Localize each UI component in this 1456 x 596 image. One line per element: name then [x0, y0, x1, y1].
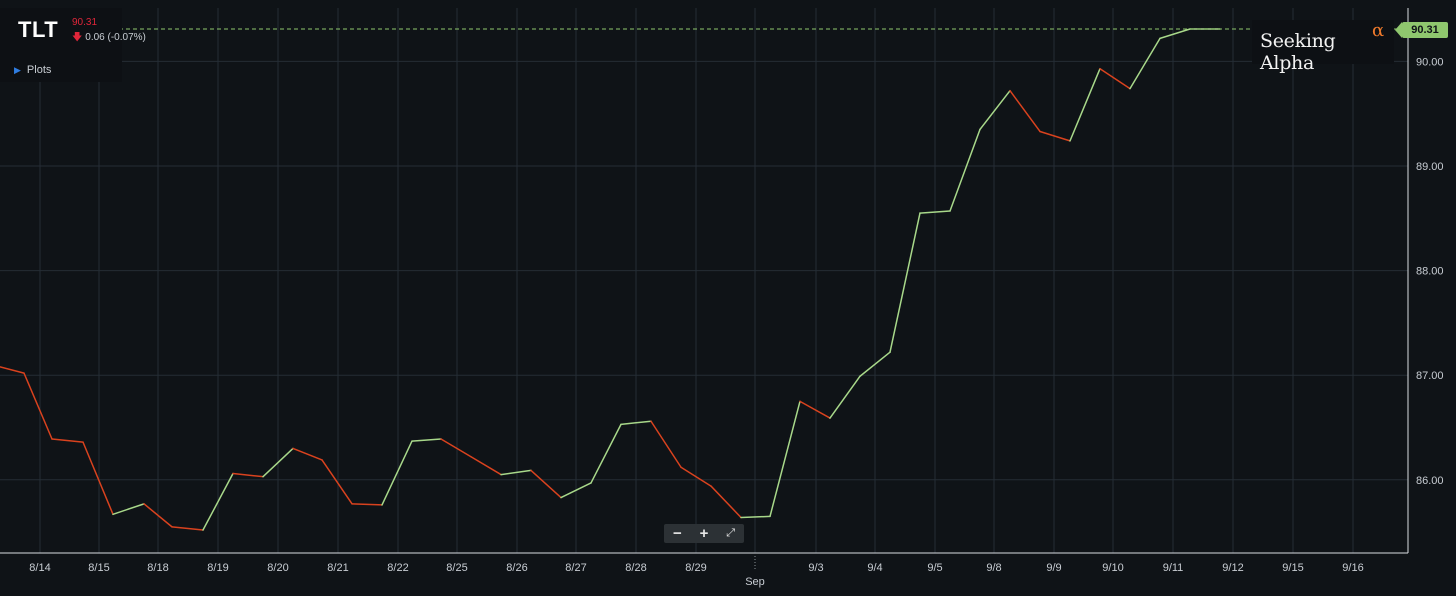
- x-tick-label: Sep: [745, 576, 765, 588]
- brand-name: Seeking Alpha: [1260, 30, 1336, 74]
- y-tick-label: 87.00: [1416, 370, 1444, 382]
- last-price-tag: 90.31: [1395, 22, 1448, 38]
- x-tick-label: 8/28: [625, 562, 646, 574]
- y-tick-label: 88.00: [1416, 266, 1444, 278]
- x-tick-label: 8/18: [147, 562, 168, 574]
- x-tick-label: 9/10: [1102, 562, 1123, 574]
- price-segment: [949, 128, 981, 212]
- x-tick-label: 9/8: [986, 562, 1001, 574]
- price-segment: [829, 375, 861, 419]
- price-segment: [680, 466, 712, 487]
- plots-label: Plots: [26, 64, 52, 76]
- price-segment: [171, 526, 204, 531]
- price-segment: [351, 503, 383, 506]
- x-tick-label: 9/15: [1282, 562, 1303, 574]
- x-tick-label: 9/3: [808, 562, 823, 574]
- y-tick-label: 89.00: [1416, 161, 1444, 173]
- price-segment: [381, 440, 413, 506]
- y-tick-label: 86.00: [1416, 475, 1444, 487]
- price-segment: [262, 447, 294, 478]
- price-segment: [1129, 37, 1161, 90]
- price-segment: [82, 441, 114, 516]
- price-segment: [440, 438, 472, 458]
- ticker-symbol[interactable]: TLT: [18, 17, 59, 42]
- x-tick-label: 8/27: [565, 562, 586, 574]
- price-segment: [650, 420, 682, 468]
- price-segment: [1039, 130, 1071, 142]
- price-segment: [979, 89, 1011, 131]
- x-tick-label: 9/11: [1163, 562, 1184, 574]
- axes: 86.00 87.00 88.00 89.00 90.00 8/14 8/15 8/18 8/1…: [0, 8, 1444, 588]
- x-tick-label: 9/12: [1222, 562, 1243, 574]
- price-segment: [1099, 67, 1131, 90]
- price-segment: [470, 456, 502, 476]
- price-segment: [530, 469, 562, 499]
- price-segment: [1009, 89, 1041, 133]
- price-segment: [620, 420, 652, 426]
- x-tick-label: 8/25: [446, 562, 467, 574]
- alpha-icon: α: [1372, 20, 1385, 41]
- x-tick-label: 8/20: [267, 562, 288, 574]
- price-line: [0, 28, 1221, 531]
- zoom-controls: − + ⤢: [664, 524, 744, 543]
- price-segment: [710, 485, 742, 519]
- price-segment: [51, 438, 84, 443]
- grid: [0, 8, 1408, 553]
- price-segment: [560, 482, 592, 499]
- price-segment: [23, 372, 53, 440]
- plots-toggle[interactable]: ▶ Plots: [14, 64, 51, 76]
- symbol-header: [0, 8, 122, 82]
- current-price: 90.31: [72, 17, 98, 28]
- brand-logo: Seeking Alpha α: [1252, 20, 1394, 74]
- y-tick-label: 90.00: [1416, 56, 1444, 68]
- zoom-out-button[interactable]: −: [672, 525, 682, 542]
- price-segment: [500, 469, 532, 476]
- x-tick-label: 8/15: [88, 562, 109, 574]
- price-segment: [321, 459, 353, 505]
- x-tick-label: 9/16: [1342, 562, 1363, 574]
- price-segment: [0, 366, 25, 374]
- price-segment: [769, 400, 801, 518]
- x-tick-label: 8/19: [207, 562, 228, 574]
- x-tick-label: 8/21: [327, 562, 348, 574]
- down-arrow-icon: 🡇: [72, 32, 83, 43]
- price-segment: [740, 515, 771, 519]
- price-segment: [292, 447, 323, 461]
- price-change-text: 0.06 (-0.07%): [85, 32, 146, 43]
- play-triangle-icon: ▶: [14, 65, 21, 75]
- price-segment: [143, 503, 173, 528]
- price-segment: [590, 423, 622, 484]
- price-change: 🡇 0.06 (-0.07%): [72, 30, 146, 47]
- x-tick-label: 9/9: [1046, 562, 1061, 574]
- zoom-in-button[interactable]: +: [699, 525, 709, 542]
- price-segment: [411, 438, 442, 442]
- price-segment: [232, 472, 264, 478]
- x-tick-label: 8/26: [506, 562, 527, 574]
- price-segment: [1159, 28, 1191, 40]
- x-tick-label: 9/4: [867, 562, 882, 574]
- price-segment: [202, 472, 234, 531]
- expand-icon[interactable]: ⤢: [726, 527, 736, 539]
- price-segment: [112, 503, 145, 516]
- price-segment: [799, 400, 831, 419]
- price-segment: [889, 212, 921, 353]
- x-tick-label: 9/5: [927, 562, 942, 574]
- x-tick-label: 8/29: [685, 562, 706, 574]
- price-segment: [919, 210, 951, 214]
- price-segment: [1069, 67, 1101, 142]
- price-segment: [859, 351, 891, 377]
- x-tick-label: 8/22: [387, 562, 408, 574]
- x-tick-label: 8/14: [29, 562, 50, 574]
